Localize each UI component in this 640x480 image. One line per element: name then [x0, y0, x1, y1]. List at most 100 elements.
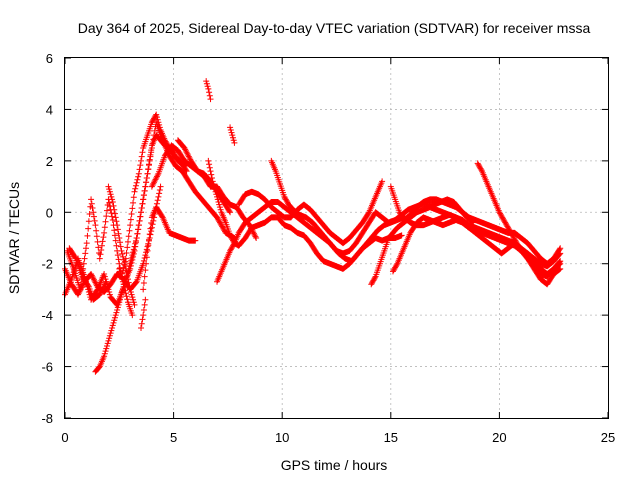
data-point	[217, 206, 224, 213]
data-point	[140, 312, 147, 319]
data-point	[128, 259, 135, 266]
data-point	[136, 166, 143, 173]
data-point	[117, 268, 124, 275]
data-point	[138, 205, 145, 211]
data-point	[96, 364, 103, 371]
data-point	[138, 325, 145, 331]
data-point	[85, 225, 92, 232]
data-point	[131, 247, 138, 254]
data-point	[101, 229, 108, 236]
data-point	[141, 187, 148, 194]
data-point	[106, 188, 113, 195]
data-point	[172, 154, 179, 160]
data-point	[119, 278, 126, 285]
data-point	[124, 238, 131, 245]
data-point	[282, 195, 289, 202]
data-point	[151, 179, 158, 186]
series-track-s	[138, 296, 149, 331]
data-point	[391, 265, 398, 272]
data-point	[219, 223, 226, 230]
data-point	[123, 269, 130, 276]
data-point	[130, 296, 137, 303]
data-point	[206, 161, 213, 168]
y-tick-label: -4	[41, 308, 53, 323]
data-point	[99, 285, 106, 292]
data-point	[231, 139, 238, 146]
data-point	[157, 183, 164, 190]
data-point	[129, 256, 136, 263]
series-track-q	[203, 78, 214, 103]
data-point	[135, 226, 142, 233]
data-point	[103, 207, 110, 214]
data-point	[145, 236, 152, 243]
data-point	[127, 289, 134, 295]
data-point	[128, 211, 135, 217]
data-point	[514, 241, 521, 248]
data-point	[205, 157, 212, 164]
data-point	[117, 239, 124, 246]
data-point	[111, 210, 118, 217]
data-point	[115, 230, 122, 237]
data-point	[148, 224, 155, 231]
data-point	[397, 210, 404, 217]
data-point	[510, 235, 517, 241]
data-point	[116, 235, 123, 241]
data-point	[227, 124, 234, 131]
data-point	[144, 247, 151, 254]
series-track-t	[116, 265, 136, 319]
data-point	[159, 213, 166, 220]
data-point	[515, 244, 522, 250]
data-point	[510, 233, 517, 240]
data-point	[127, 216, 134, 223]
data-point	[98, 288, 105, 295]
series-track-r	[227, 124, 238, 146]
data-point	[219, 224, 226, 231]
data-point	[140, 196, 147, 203]
data-point	[251, 232, 258, 239]
data-point	[500, 215, 507, 222]
data-point	[392, 263, 399, 270]
data-point	[118, 273, 125, 280]
data-point	[75, 291, 82, 298]
data-point	[106, 335, 113, 342]
data-point	[85, 218, 92, 225]
data-point	[141, 301, 148, 308]
chart-title: Day 364 of 2025, Sidereal Day-to-day VTE…	[78, 20, 591, 36]
data-point	[136, 217, 143, 224]
data-point	[227, 246, 234, 253]
data-point	[228, 235, 235, 241]
data-point	[215, 199, 222, 205]
data-point	[129, 312, 136, 319]
data-point	[504, 223, 511, 230]
data-point	[151, 115, 158, 122]
data-point	[143, 249, 150, 256]
data-point	[145, 242, 152, 249]
data-point	[229, 132, 236, 139]
data-point	[127, 286, 134, 293]
data-point	[148, 119, 155, 126]
data-point	[83, 240, 90, 247]
data-point	[110, 202, 117, 209]
data-point	[105, 337, 112, 344]
data-point	[109, 199, 116, 205]
data-point	[229, 134, 236, 141]
data-point	[497, 211, 504, 218]
series-track-b	[64, 111, 190, 293]
data-point	[118, 247, 125, 254]
data-point	[283, 197, 290, 204]
axis-ticks: 0 5 10 15 20 25 -8 -6 -4 -2 0 2 4 6	[41, 51, 615, 445]
data-point	[214, 215, 221, 222]
data-point	[253, 235, 260, 241]
data-point	[103, 345, 110, 352]
data-point	[101, 281, 108, 288]
data-point	[143, 175, 150, 181]
data-point	[138, 320, 145, 327]
data-point	[124, 296, 131, 303]
data-point	[107, 191, 114, 198]
data-point	[146, 156, 153, 163]
data-point	[97, 290, 104, 297]
data-point	[281, 193, 288, 200]
data-point	[392, 264, 399, 271]
data-point	[106, 289, 113, 295]
